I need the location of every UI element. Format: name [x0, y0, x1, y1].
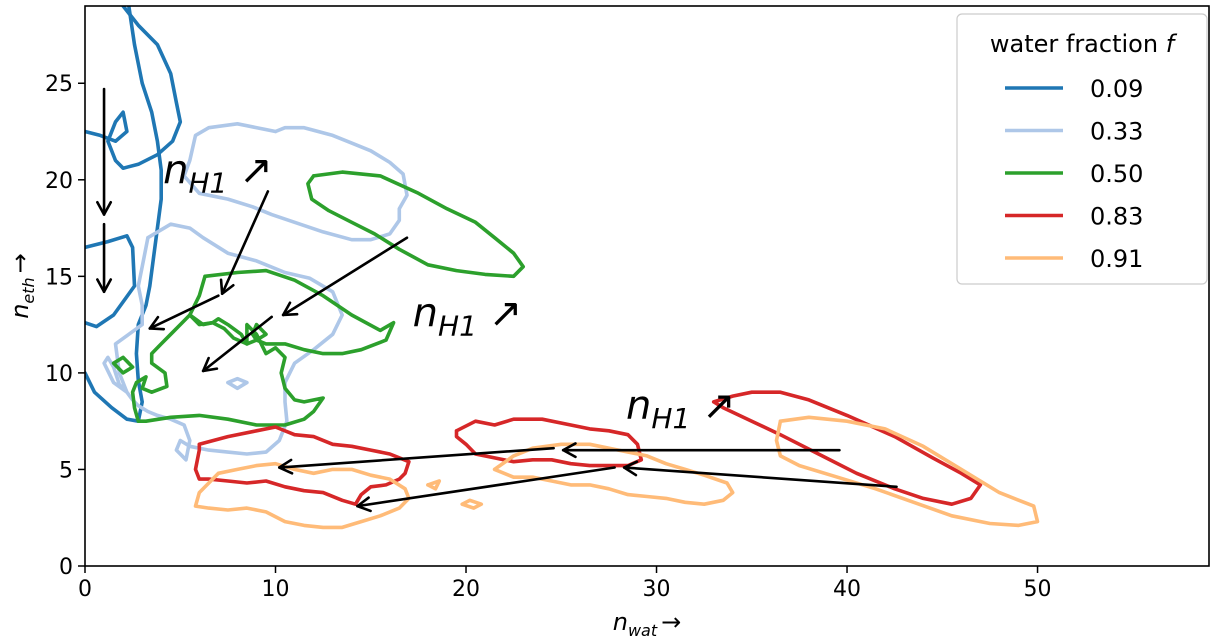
series-0.50: [111, 170, 525, 427]
y-tick-label: 20: [45, 169, 73, 194]
y-tick-label: 25: [45, 72, 73, 97]
legend-entry-0.83: 0.83: [1005, 203, 1143, 231]
series-0.91: [193, 415, 1040, 530]
legend-entry-0.50: 0.50: [1005, 160, 1143, 188]
legend-label: 0.50: [1090, 160, 1143, 188]
arrow-7: [561, 442, 841, 459]
legend-entry-0.33: 0.33: [1005, 118, 1143, 146]
annotation-2: nH1 ↗: [413, 291, 523, 343]
legend-entries: 0.09 0.33 0.50 0.83 0.91: [1005, 75, 1143, 273]
arrow-2: [96, 222, 113, 294]
arrow-9: [278, 446, 555, 475]
y-tick-label: 10: [45, 362, 73, 387]
x-axis-label-base: n: [613, 608, 628, 636]
legend: water fraction f 0.09 0.33 0.50 0.83 0.91: [956, 13, 1208, 285]
legend-label: 0.33: [1090, 118, 1143, 146]
legend-title-prefix: water fraction: [990, 30, 1166, 58]
legend-entry-0.09: 0.09: [1005, 75, 1143, 103]
contour-0.91-2: [492, 442, 735, 506]
x-tick-label: 40: [833, 577, 861, 602]
x-axis-label-arrow: →: [661, 608, 681, 636]
arrow-1: [96, 87, 113, 216]
arrow-4: [148, 294, 220, 331]
x-tick-label: 30: [643, 577, 671, 602]
contour-0.91-1: [193, 461, 411, 530]
y-tick-label: 0: [59, 555, 73, 580]
legend-label: 0.83: [1090, 203, 1143, 231]
plot-frame: [84, 5, 1210, 567]
arrow-layer: [96, 87, 898, 513]
contour-0.91-3: [774, 415, 1040, 528]
annotation-3: nH1 ↗: [626, 383, 736, 435]
arrow-8: [622, 460, 898, 489]
y-axis-label: neth →: [6, 253, 38, 319]
contour-0.50-1: [306, 170, 525, 279]
contour-0.09-3: [85, 6, 163, 423]
contour-0.50-5: [111, 355, 135, 375]
contour-0.91-4: [426, 479, 442, 491]
contour-0.33-3: [226, 376, 249, 391]
contour-0.09-2: [85, 234, 137, 329]
contour-0.33-2: [102, 222, 344, 462]
arrow-10: [356, 466, 616, 513]
arrow-3: [219, 190, 270, 296]
x-tick-label: 10: [262, 577, 290, 602]
y-axis-label-base: n: [6, 304, 34, 319]
annotation-layer: nH1 ↗ nH1 ↗ nH1 ↗: [163, 148, 736, 436]
contour-layer: [85, 6, 1040, 530]
y-axis-label-sub: eth: [19, 277, 38, 303]
x-tick-label: 50: [1024, 577, 1052, 602]
contour-0.83-3: [711, 390, 983, 506]
contour-0.50-4: [250, 322, 268, 342]
y-axis-label-arrow: →: [6, 253, 34, 273]
contour-0.83-1: [193, 425, 411, 506]
arrow-6: [281, 236, 409, 317]
x-axis-label-sub: wat: [628, 621, 658, 639]
y-axis-ticks: 0 5 10 15 20 25: [45, 72, 85, 580]
contour-0.33-1: [182, 122, 409, 242]
x-axis-label: nwat →: [613, 608, 682, 639]
x-tick-label: 20: [452, 577, 480, 602]
legend-title: water fraction f: [990, 30, 1178, 58]
annotation-1: nH1 ↗: [163, 148, 273, 200]
arrow-5: [201, 315, 273, 373]
contour-0.91-5: [460, 498, 484, 510]
y-tick-label: 5: [59, 458, 73, 483]
x-axis-ticks: 0 10 20 30 40 50: [78, 566, 1052, 602]
x-tick-label: 0: [78, 577, 92, 602]
y-tick-label: 15: [45, 265, 73, 290]
contour-0.50-3: [130, 313, 325, 427]
legend-label: 0.91: [1090, 245, 1143, 273]
contour-0.09-1: [85, 6, 183, 170]
legend-label: 0.09: [1090, 75, 1143, 103]
series-0.09: [85, 6, 183, 423]
legend-entry-0.91: 0.91: [1005, 245, 1143, 273]
contour-0.83-2: [454, 417, 644, 468]
